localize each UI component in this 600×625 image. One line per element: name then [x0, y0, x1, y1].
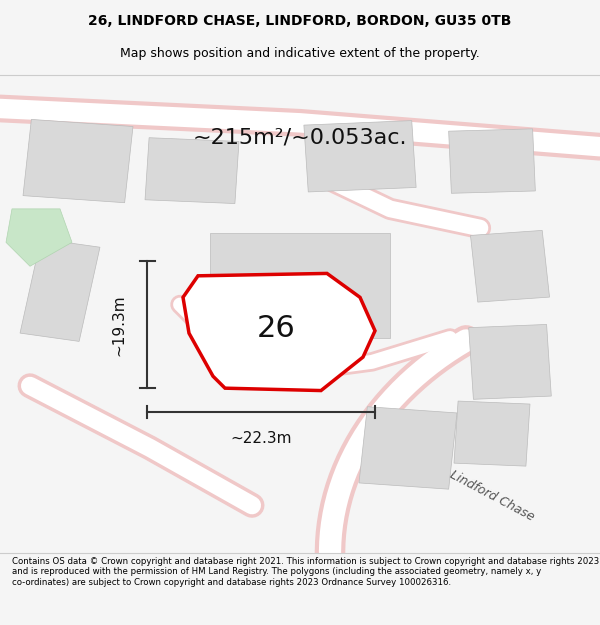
Polygon shape — [6, 209, 72, 266]
Polygon shape — [469, 324, 551, 399]
Text: 26: 26 — [257, 314, 295, 343]
Text: Lindford Chase: Lindford Chase — [448, 468, 536, 524]
Polygon shape — [20, 239, 100, 341]
Text: Map shows position and indicative extent of the property.: Map shows position and indicative extent… — [120, 48, 480, 61]
Text: ~19.3m: ~19.3m — [111, 294, 126, 356]
Polygon shape — [304, 121, 416, 192]
Polygon shape — [470, 231, 550, 302]
Polygon shape — [454, 401, 530, 466]
Polygon shape — [145, 138, 239, 204]
Polygon shape — [23, 119, 133, 202]
Text: ~22.3m: ~22.3m — [230, 431, 292, 446]
Text: Contains OS data © Crown copyright and database right 2021. This information is : Contains OS data © Crown copyright and d… — [12, 557, 599, 586]
Polygon shape — [449, 129, 535, 193]
Polygon shape — [210, 232, 390, 338]
Text: 26, LINDFORD CHASE, LINDFORD, BORDON, GU35 0TB: 26, LINDFORD CHASE, LINDFORD, BORDON, GU… — [88, 14, 512, 28]
Text: ~215m²/~0.053ac.: ~215m²/~0.053ac. — [193, 127, 407, 147]
Polygon shape — [183, 273, 375, 391]
Polygon shape — [359, 407, 457, 489]
